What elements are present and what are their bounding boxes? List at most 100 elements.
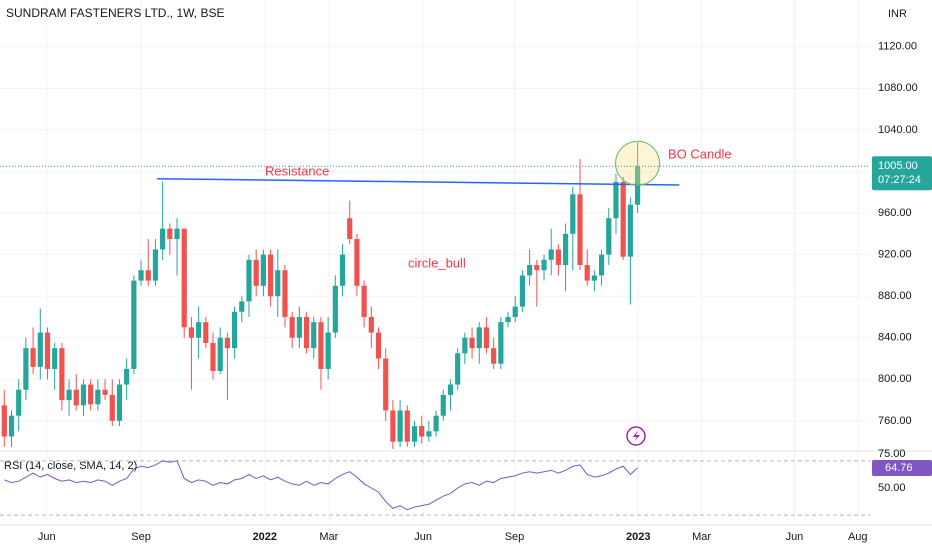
- x-tick-label: Jun: [786, 531, 804, 543]
- candle-body: [203, 322, 209, 343]
- y-tick-label: 840.00: [878, 332, 912, 344]
- icon-bolt: [633, 430, 640, 442]
- candle-body: [368, 316, 374, 333]
- candle-body: [469, 337, 475, 349]
- candle-body: [527, 265, 533, 276]
- candle-body: [534, 265, 540, 271]
- candle-body: [361, 285, 367, 317]
- candle-body: [23, 348, 29, 390]
- candle-body: [419, 426, 425, 437]
- candle-body: [512, 306, 518, 317]
- x-tick-label: Mar: [319, 531, 338, 543]
- candle-body: [66, 389, 72, 401]
- candle-body: [95, 389, 101, 405]
- annotation: circle_bull: [408, 255, 466, 270]
- candle-body: [447, 384, 454, 395]
- candle-body: [541, 259, 547, 271]
- candle-body: [455, 353, 461, 385]
- candle-body: [138, 270, 144, 281]
- y-tick-label: 1040.00: [878, 124, 918, 136]
- candle-body: [426, 431, 432, 437]
- candle-body: [411, 426, 418, 442]
- candle-body: [440, 394, 446, 416]
- candle-body: [332, 285, 338, 333]
- candle-body: [109, 394, 115, 421]
- candle-body: [8, 415, 15, 437]
- candle-body: [80, 384, 87, 406]
- candle-body: [519, 275, 526, 307]
- candle-body: [347, 218, 353, 240]
- y-tick-label: 960.00: [878, 207, 912, 219]
- chart-title: SUNDRAM FASTENERS LTD., 1W, BSE: [6, 6, 224, 20]
- candle-body: [181, 228, 187, 328]
- highlight-circle: [615, 140, 661, 186]
- x-tick-label: Sep: [505, 531, 525, 543]
- y-tick-label: 800.00: [878, 373, 912, 385]
- y-tick-label: 1120.00: [878, 41, 917, 53]
- candle-body: [476, 327, 482, 349]
- y-tick-label: 760.00: [878, 415, 912, 427]
- candle-body: [318, 322, 324, 369]
- candle-body: [620, 181, 626, 257]
- candle-body: [563, 233, 569, 266]
- candle-body: [397, 410, 403, 442]
- candle-body: [231, 311, 238, 349]
- candle-body: [627, 204, 633, 257]
- candle-body: [339, 254, 346, 286]
- candle-body: [354, 239, 360, 286]
- candle-body: [116, 384, 123, 421]
- candle-body: [253, 259, 259, 286]
- candle-body: [296, 316, 302, 338]
- candle-body: [59, 348, 65, 401]
- last-price-label: 1005.00: [878, 160, 918, 172]
- candle-body: [584, 265, 590, 281]
- alert-icon[interactable]: [626, 426, 646, 446]
- candle-body: [555, 249, 562, 266]
- candle-body: [311, 322, 317, 349]
- candle-body: [325, 332, 331, 369]
- y-tick-label: 1080.00: [878, 82, 918, 94]
- candle-body: [239, 301, 245, 312]
- candle-body: [303, 316, 310, 349]
- candle-body: [260, 254, 266, 286]
- candle-body: [548, 249, 554, 260]
- candle-body: [16, 389, 22, 416]
- rsi-title: RSI (14, close, SMA, 14, 2): [4, 460, 137, 472]
- candle-body: [174, 228, 180, 240]
- icon-circle: [626, 426, 646, 446]
- candle-body: [30, 348, 36, 367]
- candle-body: [196, 322, 202, 338]
- x-tick-label: Aug: [848, 531, 868, 543]
- candle-body: [124, 368, 130, 385]
- annotation: Resistance: [265, 163, 329, 178]
- rsi-tick-label: 75.00: [878, 448, 906, 460]
- candle-body: [598, 254, 605, 276]
- candle-body: [145, 270, 151, 281]
- candle-body: [217, 337, 223, 372]
- candle-body: [433, 415, 439, 432]
- candle-body: [505, 316, 511, 323]
- candle-body: [210, 342, 216, 372]
- candle-body: [498, 322, 504, 364]
- candle-body: [591, 275, 597, 281]
- candle-body: [52, 348, 58, 369]
- x-tick-label: Sep: [131, 531, 151, 543]
- resistance-line: [156, 178, 680, 186]
- candle-body: [577, 194, 583, 266]
- candle-body: [37, 332, 43, 367]
- candle-body: [224, 337, 230, 349]
- candle-body: [160, 228, 166, 250]
- candle-body: [390, 410, 396, 442]
- currency: INR: [888, 8, 907, 20]
- candle-body: [606, 218, 612, 255]
- candle-body: [282, 270, 288, 317]
- candle-body: [404, 410, 410, 442]
- candle-body: [613, 181, 619, 219]
- candle-body: [383, 358, 389, 411]
- x-tick-label: Mar: [692, 531, 711, 543]
- candle-body: [570, 194, 576, 234]
- candle-body: [131, 280, 137, 369]
- last-price-tag: [872, 156, 932, 191]
